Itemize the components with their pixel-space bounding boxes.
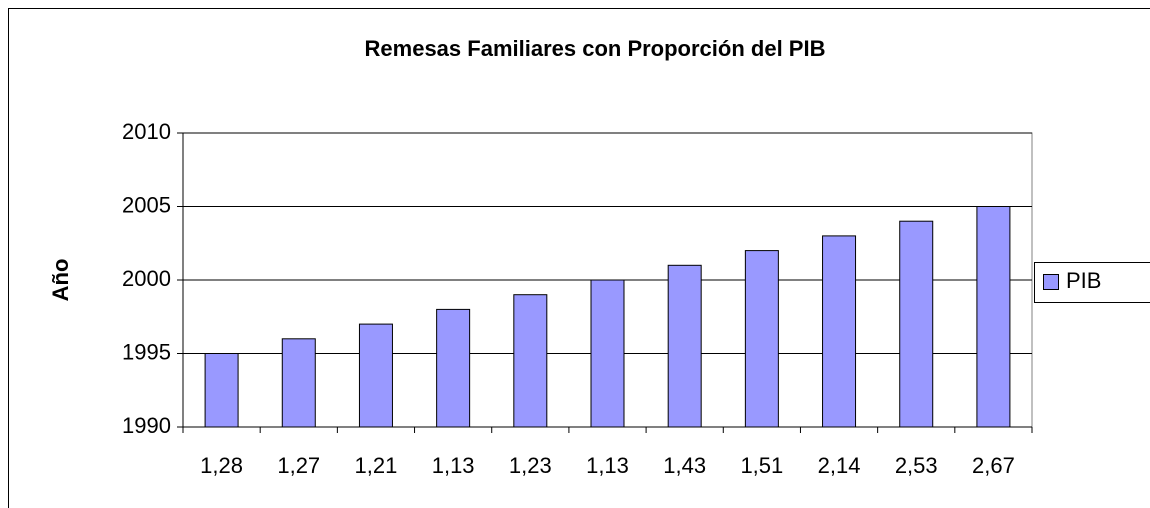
x-tick-label: 1,21 [355,453,398,478]
x-tick-label: 1,28 [200,453,243,478]
x-tick-label: 1,13 [432,453,475,478]
x-tick-label: 1,51 [740,453,783,478]
x-tick-label: 1,13 [586,453,629,478]
bar [899,220,934,428]
legend-label: PIB [1066,268,1101,293]
x-tick-label: 2,67 [972,453,1015,478]
bar [744,250,779,428]
x-tick-label: 2,53 [895,453,938,478]
bar [358,323,393,428]
bar [204,353,239,428]
x-tick-label: 2,14 [818,453,861,478]
bar [822,235,857,428]
bar [436,308,471,428]
y-axis-label: Año [48,259,73,302]
x-tick-label: 1,23 [509,453,552,478]
y-tick-label: 2005 [122,192,171,217]
y-tick-label: 1990 [122,413,171,438]
bar [976,206,1011,428]
x-tick-label: 1,27 [277,453,320,478]
bar [513,294,548,428]
bar [281,338,316,428]
y-tick-label: 2000 [122,266,171,291]
bar [667,264,702,428]
bar [590,279,625,428]
chart-title: Remesas Familiares con Proporción del PI… [365,36,826,61]
y-tick-label: 1995 [122,339,171,364]
y-tick-label: 2010 [122,119,171,144]
legend-swatch [1043,274,1059,290]
x-tick-label: 1,43 [663,453,706,478]
